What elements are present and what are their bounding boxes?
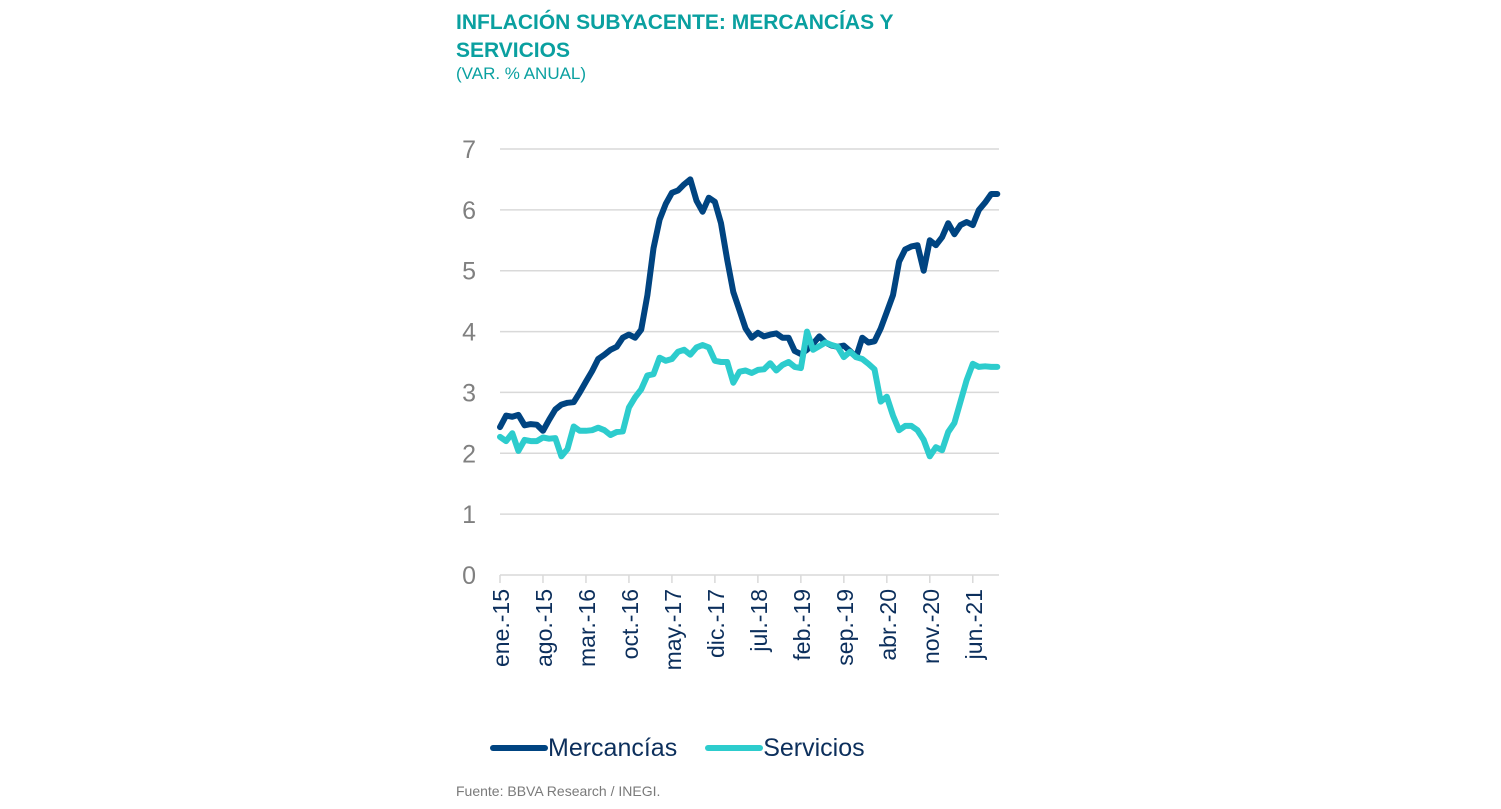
x-tick-label: jul.-18 — [746, 589, 772, 653]
legend-swatch-servicios — [705, 745, 764, 751]
x-tick-label: oct.-16 — [617, 589, 643, 659]
y-tick-label: 3 — [462, 379, 476, 407]
series-lines — [497, 176, 1001, 460]
x-tick-label: ene.-15 — [488, 589, 514, 667]
x-tick-label: jun.-21 — [961, 589, 987, 660]
source-note: Fuente: BBVA Research / INEGI. — [456, 783, 661, 799]
chart-title: INFLACIÓN SUBYACENTE: MERCANCÍAS Y SERVI… — [456, 11, 894, 62]
series-line-mercancias — [497, 176, 1001, 434]
legend: Mercancías Servicios — [490, 732, 893, 764]
x-axis: ene.-15 ago.-15 mar.-16 oct.-16 may.-17 dic.-… — [488, 574, 999, 670]
series-line-servicios — [497, 328, 1001, 460]
x-tick-label: dic.-17 — [703, 589, 729, 658]
x-tick-label: may.-17 — [660, 589, 686, 670]
x-tick-label: abr.-20 — [875, 589, 901, 661]
legend-label-mercancias: Mercancías — [548, 733, 678, 762]
x-tick-label: nov.-20 — [918, 589, 944, 664]
x-tick-label: mar.-16 — [574, 589, 600, 667]
y-axis-ticks: 0 1 2 3 4 5 6 7 — [462, 136, 476, 590]
y-tick-label: 4 — [462, 319, 476, 347]
legend-swatch-mercancias — [490, 745, 548, 751]
y-tick-label: 6 — [462, 197, 476, 225]
legend-item-servicios: Servicios — [705, 733, 865, 763]
x-tick-label: ago.-15 — [531, 589, 557, 667]
x-tick-label: sep.-19 — [832, 589, 858, 666]
y-tick-label: 2 — [462, 440, 476, 468]
y-tick-label: 7 — [462, 136, 476, 164]
chart-subtitle: (VAR. % ANUAL) — [456, 64, 587, 83]
legend-label-servicios: Servicios — [763, 733, 865, 762]
x-tick-label: feb.-19 — [789, 589, 815, 661]
y-tick-label: 1 — [462, 501, 476, 529]
legend-item-mercancias: Mercancías — [490, 734, 677, 763]
y-tick-label: 5 — [462, 258, 476, 286]
y-tick-label: 0 — [462, 562, 476, 590]
